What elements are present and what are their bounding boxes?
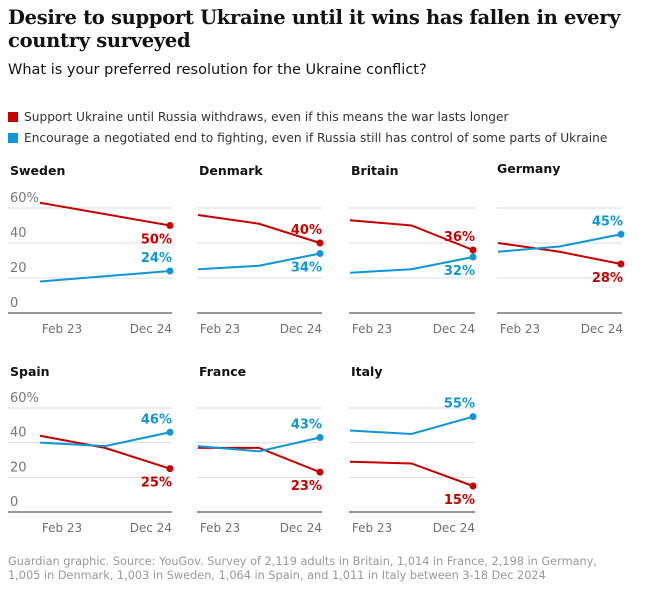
x-tick-label: Feb 23: [42, 521, 82, 535]
panel-title-britain: Britain: [351, 163, 399, 178]
support-end-label: 28%: [592, 271, 623, 286]
support-end-label: 50%: [141, 233, 172, 248]
panel-title-denmark: Denmark: [199, 163, 263, 178]
support-line: [39, 201, 171, 227]
source-note: Guardian graphic. Source: YouGov. Survey…: [8, 555, 597, 582]
negotiate-end-dot: [316, 433, 324, 441]
support-line: [349, 219, 474, 251]
support-end-dot: [469, 482, 477, 490]
legend-swatch-red: [8, 112, 18, 122]
support-end-label: 15%: [444, 493, 475, 508]
legend-label: Support Ukraine until Russia withdraws, …: [24, 110, 509, 124]
x-tick-label: Feb 23: [200, 322, 240, 336]
x-tick-label: Dec 24: [280, 322, 322, 336]
negotiate-line: [497, 233, 622, 253]
support-end-dot: [166, 222, 174, 229]
support-line: [39, 434, 171, 470]
negotiate-line: [39, 270, 171, 283]
legend-swatch-blue: [8, 133, 18, 143]
negotiate-end-label: 32%: [444, 264, 475, 279]
x-tick-label: Feb 23: [352, 521, 392, 535]
panel-title-spain: Spain: [10, 364, 50, 379]
panel-title-germany: Germany: [497, 161, 560, 176]
support-end-dot: [316, 239, 324, 247]
negotiate-end-label: 55%: [444, 397, 475, 412]
support-end-dot: [316, 468, 324, 476]
support-end-label: 40%: [291, 223, 322, 238]
negotiate-end-dot: [166, 267, 174, 275]
support-end-dot: [166, 465, 174, 473]
x-tick-label: Dec 24: [280, 521, 322, 535]
panel-title-france: France: [199, 364, 246, 379]
chart-title: Desire to support Ukraine until it wins …: [8, 6, 621, 52]
x-tick-label: Feb 23: [200, 521, 240, 535]
support-line: [197, 214, 321, 244]
y-tick-label: 20: [10, 460, 27, 475]
x-tick-label: Dec 24: [433, 521, 475, 535]
panel-title-sweden: Sweden: [10, 163, 65, 178]
negotiate-end-dot: [166, 428, 174, 436]
y-tick-label: 0: [10, 296, 18, 311]
negotiate-line: [197, 252, 321, 271]
legend-label: Encourage a negotiated end to fighting, …: [24, 131, 608, 145]
x-tick-label: Dec 24: [130, 521, 172, 535]
negotiate-end-dot: [617, 230, 625, 238]
panel-title-italy: Italy: [351, 364, 383, 379]
support-line: [349, 460, 474, 487]
support-end-label: 23%: [291, 479, 322, 494]
x-tick-label: Dec 24: [581, 322, 623, 336]
y-tick-label: 60%: [10, 191, 39, 206]
y-tick-label: 40: [10, 426, 27, 441]
x-tick-label: Feb 23: [42, 322, 82, 336]
x-tick-label: Dec 24: [130, 322, 172, 336]
chart-subtitle: What is your preferred resolution for th…: [8, 62, 427, 78]
y-tick-label: 20: [10, 261, 27, 276]
negotiate-end-label: 34%: [291, 261, 322, 276]
negotiate-line: [197, 436, 321, 453]
y-tick-label: 40: [10, 226, 27, 241]
negotiate-end-dot: [469, 413, 477, 421]
negotiate-line: [349, 256, 474, 274]
negotiate-end-label: 43%: [291, 417, 322, 432]
support-end-dot: [617, 260, 625, 268]
y-tick-label: 60%: [10, 391, 39, 406]
negotiate-end-dot: [469, 253, 477, 261]
negotiate-line: [349, 415, 474, 436]
x-tick-label: Feb 23: [352, 322, 392, 336]
negotiate-end-label: 24%: [141, 251, 172, 266]
support-end-label: 36%: [444, 230, 475, 245]
legend-item-support: Support Ukraine until Russia withdraws, …: [8, 110, 509, 124]
support-end-dot: [469, 246, 477, 254]
support-end-label: 25%: [141, 476, 172, 491]
negotiate-line: [39, 431, 171, 448]
negotiate-end-label: 46%: [141, 412, 172, 427]
support-line: [497, 242, 622, 265]
x-tick-label: Dec 24: [433, 322, 475, 336]
y-tick-label: 0: [10, 495, 18, 510]
x-tick-label: Feb 23: [500, 322, 540, 336]
negotiate-end-dot: [316, 250, 324, 257]
legend-item-negotiate: Encourage a negotiated end to fighting, …: [8, 131, 607, 145]
negotiate-end-label: 45%: [592, 214, 623, 229]
